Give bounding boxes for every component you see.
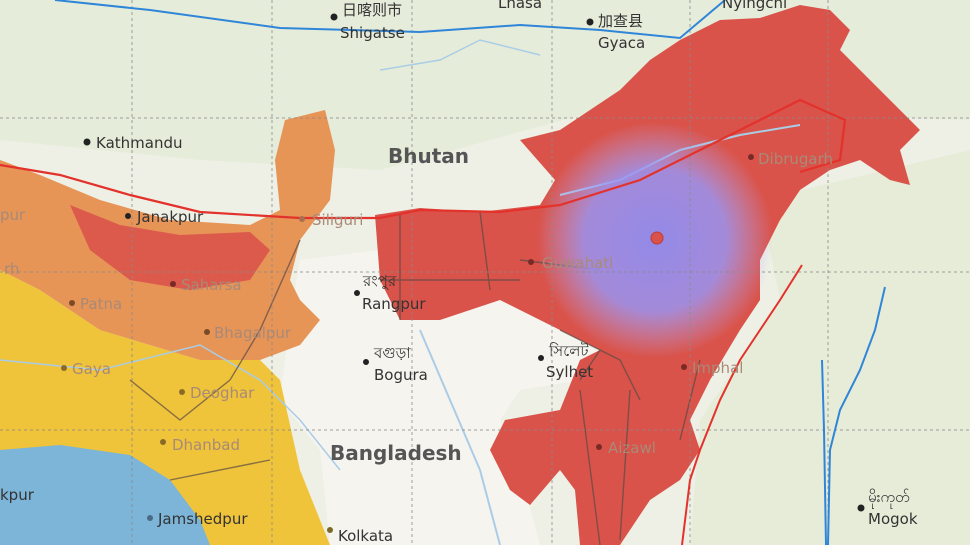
fault-line-tibet-blue — [54, 0, 726, 40]
city-label-deoghar: Deoghar — [190, 384, 255, 402]
city-label-shigatse: Shigatse — [340, 24, 405, 42]
city-shigatse[interactable]: 日喀则市 Shigatse — [330, 1, 405, 42]
city-kathmandu[interactable]: Kathmandu — [83, 134, 183, 152]
city-label-rangpur-local: রংপুর — [362, 272, 397, 290]
city-label-lhasa: Lhasa — [498, 0, 542, 12]
city-mogok[interactable]: မိုးကုတ် Mogok — [857, 488, 918, 528]
fault-line-sagaing-2 — [821, 359, 827, 545]
city-label-dhanbad: Dhanbad — [172, 436, 240, 454]
country-label-bhutan: Bhutan — [388, 144, 469, 168]
city-label-edge-pur: pur — [0, 206, 26, 224]
city-label-aizawl: Aizawl — [608, 439, 656, 457]
zone-red-bihar — [70, 205, 270, 290]
city-label-kolkata: Kolkata — [338, 527, 393, 545]
city-bogura[interactable]: বগুড়া Bogura — [363, 344, 428, 384]
city-saharsa[interactable]: Saharsa — [170, 276, 242, 294]
city-label-gyaca-local: 加查县 — [598, 12, 643, 30]
epicenter-marker[interactable] — [650, 231, 664, 245]
city-label-mogok: Mogok — [868, 510, 918, 528]
city-label-gaya: Gaya — [72, 360, 111, 378]
country-label-bangladesh: Bangladesh — [330, 441, 462, 465]
city-label-sylhet: Sylhet — [546, 363, 593, 381]
city-deoghar[interactable]: Deoghar — [179, 384, 255, 402]
city-gaya[interactable]: Gaya — [61, 360, 111, 378]
city-patna[interactable]: Patna — [69, 295, 122, 313]
city-label-gyaca: Gyaca — [598, 34, 645, 52]
city-label-edge-kpur: kpur — [0, 486, 35, 504]
city-label-bogura-local: বগুড়া — [373, 344, 411, 362]
city-rangpur[interactable]: রংপুর Rangpur — [354, 272, 426, 313]
city-label-jamshedpur: Jamshedpur — [157, 510, 248, 528]
fault-line-himalayan — [0, 98, 847, 220]
city-label-siliguri: Siliguri — [312, 211, 363, 229]
city-label-bogura: Bogura — [374, 366, 428, 384]
city-label-patna: Patna — [80, 295, 122, 313]
river-ganges — [0, 344, 341, 471]
city-label-mogok-local: မိုးကုတ် — [868, 488, 910, 509]
zone-blue — [0, 445, 210, 545]
city-label-bhagalpur: Bhagalpur — [214, 324, 292, 342]
city-janakpur[interactable]: Janakpur — [125, 208, 204, 226]
city-siliguri[interactable]: Siliguri — [299, 211, 363, 229]
city-sylhet[interactable]: সিলেট Sylhet — [538, 342, 593, 381]
city-bhagalpur[interactable]: Bhagalpur — [204, 324, 292, 342]
fault-line-eastern — [681, 264, 803, 545]
city-guwahati[interactable]: Guwahati — [528, 254, 613, 272]
city-label-saharsa: Saharsa — [181, 276, 242, 294]
fault-line-sagaing-1 — [827, 286, 886, 545]
city-aizawl[interactable]: Aizawl — [596, 439, 656, 457]
city-label-janakpur: Janakpur — [136, 208, 204, 226]
city-label-rangpur: Rangpur — [362, 295, 426, 313]
river-meghna — [419, 329, 501, 545]
city-label-imphal: Imphal — [692, 359, 743, 377]
city-gyaca[interactable]: 加查县 Gyaca — [586, 12, 646, 52]
city-label-kathmandu: Kathmandu — [96, 134, 183, 152]
city-label-nyingchi: Nyingchi — [722, 0, 787, 12]
city-label-guwahati: Guwahati — [542, 254, 613, 272]
city-kolkata[interactable]: Kolkata — [327, 527, 393, 545]
city-label-dibrugarh: Dibrugarh — [758, 150, 833, 168]
city-label-edge-rh: rh — [4, 260, 19, 278]
city-label-shigatse-local: 日喀则市 — [342, 1, 402, 19]
city-label-sylhet-local: সিলেট — [548, 342, 589, 360]
city-jamshedpur[interactable]: Jamshedpur — [147, 510, 248, 528]
river-tibet — [379, 39, 541, 71]
city-dhanbad[interactable]: Dhanbad — [160, 436, 240, 454]
city-dibrugarh[interactable]: Dibrugarh — [748, 150, 833, 168]
city-imphal[interactable]: Imphal — [681, 359, 743, 377]
myanmar-land — [690, 150, 970, 545]
